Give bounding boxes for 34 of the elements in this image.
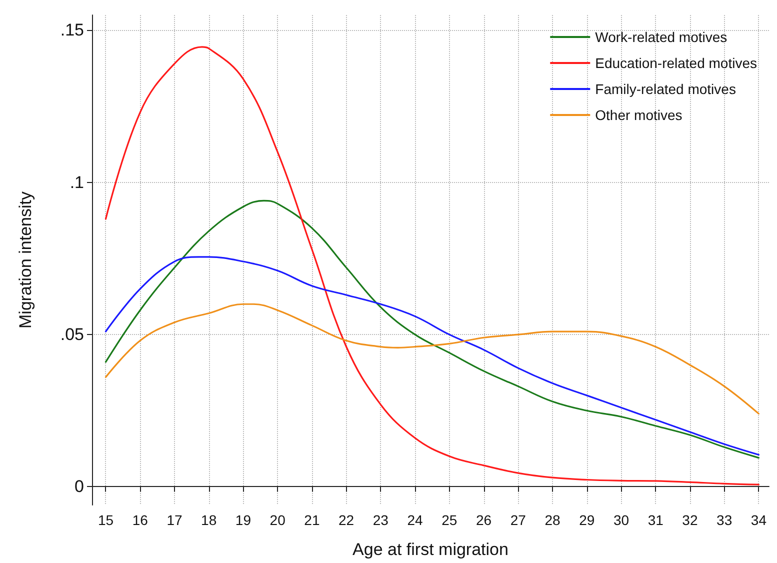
x-tick-label: 23: [372, 512, 389, 528]
legend-label: Other motives: [595, 107, 682, 123]
y-tick-label: .15: [60, 20, 84, 40]
x-axis-title: Age at first migration: [352, 540, 508, 559]
x-tick-label: 34: [750, 512, 767, 528]
x-tick-label: 18: [201, 512, 217, 528]
x-tick-label: 26: [476, 512, 492, 528]
legend-label: Family-related motives: [595, 81, 736, 97]
x-tick-label: 22: [338, 512, 354, 528]
line-series: [104, 46, 760, 486]
x-tick-label: 28: [544, 512, 560, 528]
x-tick-label: 29: [579, 512, 595, 528]
x-tick-label: 15: [98, 512, 114, 528]
x-tick-label: 27: [510, 512, 526, 528]
line-series: [104, 256, 760, 456]
x-tick-label: 30: [613, 512, 630, 528]
y-tick-label: 0: [74, 477, 84, 496]
x-tick-label: 19: [235, 512, 252, 528]
x-tick-label: 17: [166, 512, 182, 528]
x-tick-label: 16: [132, 512, 148, 528]
x-tick-label: 25: [442, 512, 458, 528]
line-series: [104, 303, 760, 414]
legend-label: Work-related motives: [595, 29, 728, 45]
y-tick-label: .05: [60, 325, 84, 344]
x-tick-label: 33: [716, 512, 732, 528]
line-series: [104, 200, 760, 459]
x-tick-label: 20: [270, 512, 286, 528]
x-tick-label: 32: [682, 512, 698, 528]
x-tick-label: 31: [648, 512, 664, 528]
y-axis-title: Migration intensity: [16, 191, 35, 329]
y-tick-label: .1: [70, 172, 84, 192]
legend-label: Education-related motives: [595, 55, 758, 71]
x-tick-label: 24: [407, 512, 424, 528]
x-tick-label: 21: [304, 512, 320, 528]
